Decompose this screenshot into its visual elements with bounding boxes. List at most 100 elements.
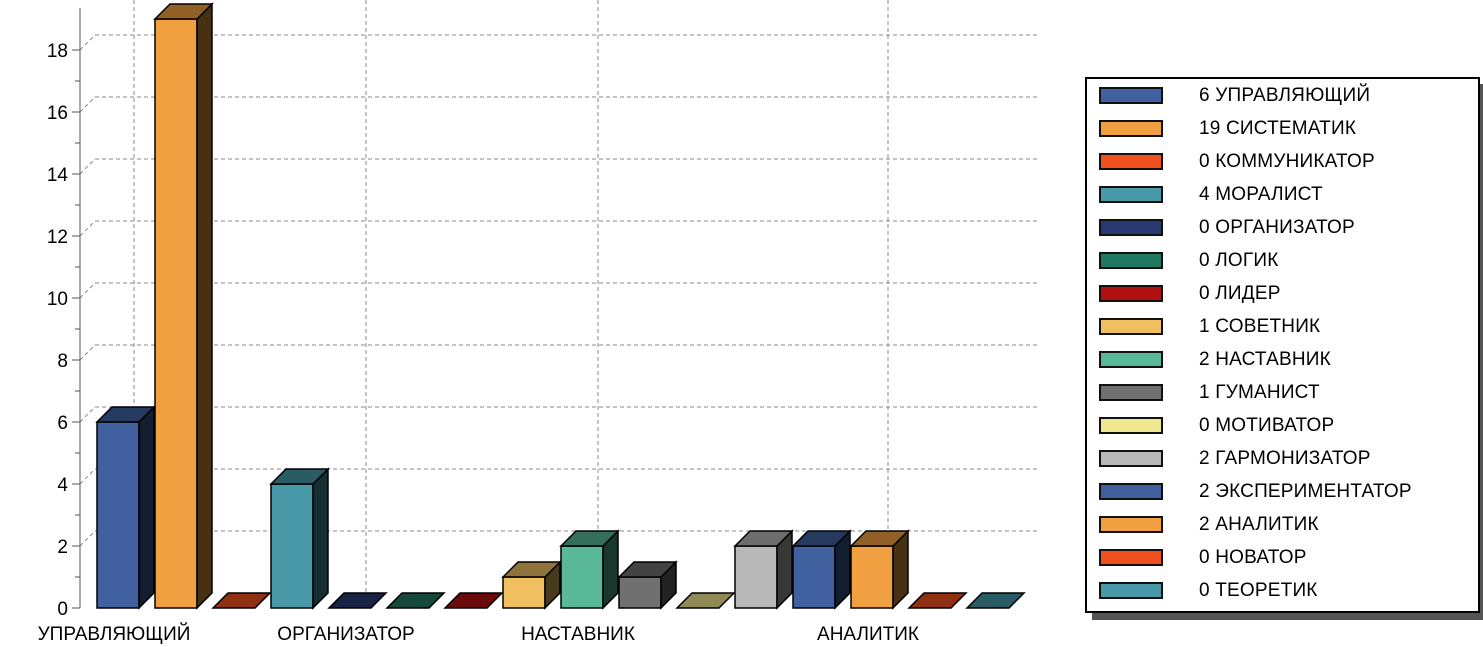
grid-lines [79, 0, 1040, 593]
legend-swatch [1099, 516, 1163, 533]
bar [385, 592, 446, 609]
legend-swatch [1099, 120, 1163, 137]
grid-line-diagonal [79, 468, 96, 485]
bar-top [153, 3, 214, 20]
grid-line-diagonal [79, 158, 96, 175]
y-tick-label: 16 [47, 103, 68, 124]
legend-item: 2 ГАРМОНИЗАТОР [1087, 444, 1477, 477]
bar [559, 529, 620, 610]
legend-item: 0 ЛОГИК [1087, 246, 1477, 279]
bar-top [559, 530, 620, 547]
legend-swatch [1099, 351, 1163, 368]
legend-label: 19 СИСТЕМАТИК [1199, 118, 1357, 139]
bar-top [617, 561, 678, 578]
legend-swatch [1099, 582, 1163, 599]
legend-item: 2 ЭКСПЕРИМЕНТАТОР [1087, 477, 1477, 510]
bar-front [270, 483, 314, 609]
x-axis-label: НАСТАВНИК [521, 624, 635, 645]
legend-item: 1 ГУМАНИСТ [1087, 378, 1477, 411]
bar [443, 592, 504, 609]
legend-label: 1 ГУМАНИСТ [1199, 382, 1320, 403]
bars [95, 2, 1026, 610]
bar-top [907, 592, 968, 609]
legend-label: 0 ЛОГИК [1199, 250, 1279, 271]
bar-front [618, 576, 662, 609]
bar-top [965, 592, 1026, 609]
bar-side [196, 2, 213, 610]
legend-item: 0 ТЕОРЕТИК [1087, 576, 1477, 609]
bar-front [850, 545, 894, 609]
legend-label: 0 МОТИВАТОР [1199, 415, 1335, 436]
legend-swatch [1099, 483, 1163, 500]
bar-top [675, 592, 736, 609]
legend-swatch [1099, 219, 1163, 236]
bar-top [211, 592, 272, 609]
y-tick-label: 2 [57, 537, 68, 558]
bar [965, 592, 1026, 609]
bar-side [138, 405, 155, 610]
x-axis-label: АНАЛИТИК [817, 624, 919, 645]
legend-label: 0 ЛИДЕР [1199, 283, 1281, 304]
legend-label: 0 КОММУНИКАТОР [1199, 151, 1375, 172]
y-tick-label: 6 [57, 413, 68, 434]
legend-swatch [1099, 153, 1163, 170]
bar-front [792, 545, 836, 609]
legend-item: 0 ОРГАНИЗАТОР [1087, 213, 1477, 246]
bar [95, 405, 156, 610]
bar [211, 592, 272, 609]
legend-swatch [1099, 384, 1163, 401]
bar-top [269, 468, 330, 485]
grid-line-diagonal [79, 34, 96, 51]
bar-side [312, 467, 329, 610]
bar-top [385, 592, 446, 609]
legend-item: 0 КОММУНИКАТОР [1087, 147, 1477, 180]
bar-front [734, 545, 778, 609]
legend-item: 0 НОВАТОР [1087, 543, 1477, 576]
x-axis-labels: УПРАВЛЯЮЩИЙ ОРГАНИЗАТОР НАСТАВНИК АНАЛИТИК [38, 623, 919, 645]
legend-swatch [1099, 450, 1163, 467]
y-tick-label: 8 [57, 351, 68, 372]
legend-label: 1 СОВЕТНИК [1199, 316, 1321, 337]
bar [327, 592, 388, 609]
bar [791, 529, 852, 610]
legend-label: 0 ОРГАНИЗАТОР [1199, 217, 1355, 238]
bar [907, 592, 968, 609]
grid-line-diagonal [79, 96, 96, 113]
bar-front [560, 545, 604, 609]
legend-label: 2 ЭКСПЕРИМЕНТАТОР [1199, 481, 1412, 502]
grid-line-diagonal [79, 406, 96, 423]
legend-item: 1 СОВЕТНИК [1087, 312, 1477, 345]
bar [849, 529, 910, 610]
bar [675, 592, 736, 609]
legend-swatch [1099, 186, 1163, 203]
bar-front [96, 421, 140, 609]
bar-top [95, 406, 156, 423]
legend-label: 0 НОВАТОР [1199, 547, 1307, 568]
legend-item: 19 СИСТЕМАТИК [1087, 114, 1477, 147]
legend-label: 6 УПРАВЛЯЮЩИЙ [1199, 85, 1371, 106]
legend-label: 2 АНАЛИТИК [1199, 514, 1319, 535]
y-tick-label: 0 [57, 599, 68, 620]
y-tick-label: 10 [47, 289, 68, 310]
legend-swatch [1099, 252, 1163, 269]
legend-label: 2 ГАРМОНИЗАТОР [1199, 448, 1371, 469]
bar-chart: 0 2 4 6 8 10 12 14 16 18 УПРАВЛЯЮЩИЙ ОРГАНИЗАТОР НА… [38, 0, 1040, 645]
bar-top [443, 592, 504, 609]
grid-line-diagonal [79, 530, 96, 547]
bar [501, 560, 562, 610]
legend-label: 0 ТЕОРЕТИК [1199, 580, 1318, 601]
legend-label: 2 НАСТАВНИК [1199, 349, 1331, 370]
legend-swatch [1099, 285, 1163, 302]
legend-item: 2 НАСТАВНИК [1087, 345, 1477, 378]
bar-top [327, 592, 388, 609]
legend: 6 УПРАВЛЯЮЩИЙ 19 СИСТЕМАТИК 0 КОММУНИКАТОР… [1085, 77, 1480, 613]
bar [269, 467, 330, 610]
legend-item: 0 ЛИДЕР [1087, 279, 1477, 312]
bar-top [791, 530, 852, 547]
legend-item: 4 МОРАЛИСТ [1087, 180, 1477, 213]
x-axis-label: УПРАВЛЯЮЩИЙ [38, 623, 191, 645]
grid-line-diagonal [79, 282, 96, 299]
legend-label: 4 МОРАЛИСТ [1199, 184, 1323, 205]
y-axis: 0 2 4 6 8 10 12 14 16 18 [47, 8, 81, 620]
legend-swatch [1099, 417, 1163, 434]
